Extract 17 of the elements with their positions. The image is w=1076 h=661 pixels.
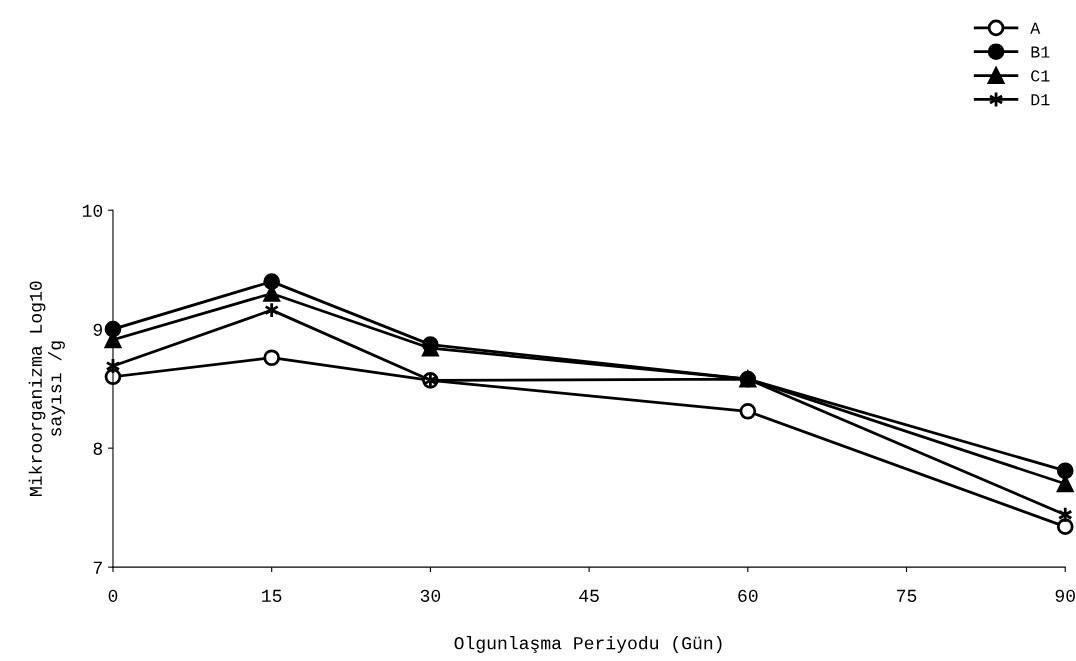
y-tick-label: 9	[93, 323, 103, 336]
x-tick-label: 45	[579, 589, 599, 602]
legend-label: B1	[1031, 46, 1050, 58]
x-tick-label: 60	[738, 589, 758, 602]
y-tick-label: 10	[82, 204, 103, 217]
legend-label: D1	[1031, 94, 1050, 106]
x-tick-label: 15	[262, 589, 282, 602]
legend-label: C1	[1031, 70, 1050, 82]
x-axis-title: Olgunlaşma Periyodu (Gün)	[454, 636, 722, 654]
y-tick-label: 8	[93, 442, 103, 455]
x-tick-label: 75	[897, 589, 917, 602]
legend-label: A	[1030, 22, 1041, 34]
x-tick-label: 0	[108, 589, 118, 602]
x-tick-label: 90	[1055, 589, 1075, 602]
y-tick-label: 7	[93, 561, 102, 574]
x-tick-label: 30	[420, 589, 441, 602]
y-axis-title: Mikroorganizma Log10 sayısı /g	[28, 281, 65, 496]
